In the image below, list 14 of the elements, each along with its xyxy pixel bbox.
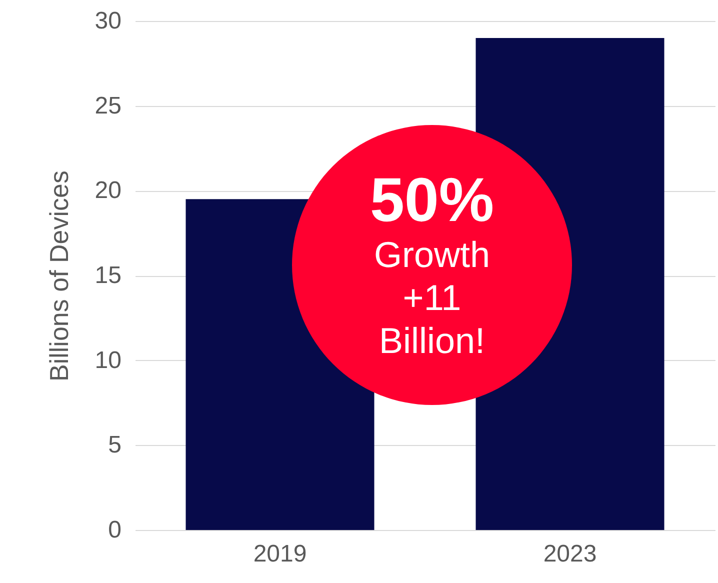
annotation: Billion! <box>378 319 486 362</box>
x-tick-label: 2019 <box>253 540 307 568</box>
annotation: 50% <box>370 166 494 235</box>
y-tick-label: 0 <box>108 516 122 544</box>
y-tick-label: 5 <box>108 432 122 459</box>
y-tick-label: 20 <box>94 177 122 204</box>
annotation: +11 <box>402 276 462 320</box>
y-axis-title: Billions of Devices <box>44 170 74 382</box>
x-tick-label: 2023 <box>543 540 597 568</box>
y-tick-label: 25 <box>94 92 122 120</box>
y-tick-label: 15 <box>94 262 122 289</box>
y-tick-label: 10 <box>94 346 122 374</box>
annotation: Growth <box>374 232 490 276</box>
y-tick-label: 30 <box>94 8 122 34</box>
